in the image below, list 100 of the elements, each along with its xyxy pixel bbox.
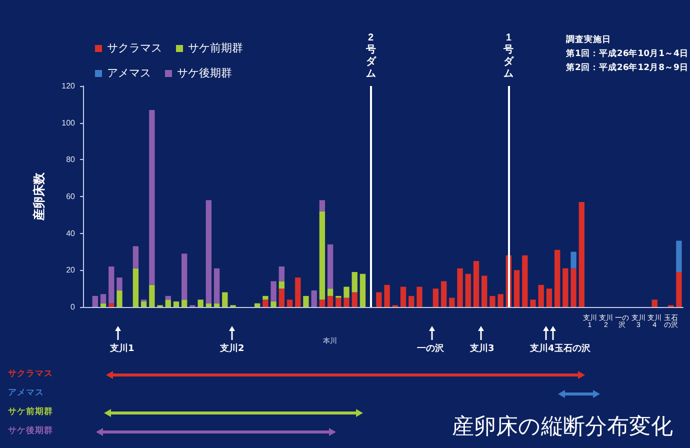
bar [514, 270, 520, 307]
bar [440, 281, 447, 307]
y-tick-label: 120 [62, 82, 76, 90]
bar [100, 303, 106, 307]
bar [182, 300, 188, 307]
bar [336, 298, 342, 307]
bar [173, 301, 180, 307]
bar [449, 298, 455, 307]
bar [652, 300, 658, 307]
bar [108, 266, 114, 304]
bar [319, 200, 326, 212]
bar [262, 296, 268, 300]
bar [530, 300, 536, 307]
text: サケ後期群 [8, 426, 53, 436]
bar [457, 268, 463, 307]
y-tick-label: 100 [62, 118, 76, 128]
y-tick-label: 80 [66, 155, 76, 164]
bar [278, 281, 284, 289]
bar [344, 286, 350, 298]
bar [165, 296, 171, 300]
bar [214, 268, 220, 304]
bar [92, 296, 98, 307]
bar [490, 296, 496, 307]
bar [198, 300, 204, 307]
bar [132, 268, 139, 307]
bar [116, 278, 122, 290]
bar [278, 266, 284, 282]
bar [327, 288, 334, 296]
bar [100, 294, 106, 304]
text: 1号ダム [502, 32, 515, 80]
bar [578, 202, 584, 307]
bar [286, 300, 293, 307]
legend-label: サケ前期群 [188, 42, 243, 54]
bar [570, 252, 576, 268]
bar [327, 296, 334, 307]
bar [270, 281, 276, 302]
bar [546, 288, 552, 307]
bar [473, 260, 480, 307]
text: 2号ダム [364, 32, 377, 80]
text: アメマス [8, 388, 44, 398]
y-tick-label: 0 [70, 302, 76, 312]
bar [278, 288, 284, 307]
bar [676, 240, 682, 272]
legend-label: アメマス [107, 68, 151, 80]
legend-label: サケ後期群 [177, 68, 232, 80]
bar [132, 246, 139, 268]
bar [140, 301, 147, 307]
bar [554, 250, 560, 307]
bar [384, 284, 390, 307]
text: 支川2 [220, 342, 244, 355]
bar [149, 110, 155, 285]
text: サケ前期群 [8, 407, 53, 417]
text: 第2回：平成26年12月8～9日 [566, 62, 688, 74]
bar [206, 200, 212, 304]
bar [149, 284, 155, 307]
legend-label: サクラマス [107, 42, 162, 54]
y-axis-title: 産卵床数 [32, 172, 46, 222]
bar [416, 286, 422, 307]
bar [498, 294, 504, 307]
bar [676, 272, 682, 307]
bar [254, 303, 260, 307]
bar [108, 303, 114, 307]
y-tick-label: 20 [66, 266, 76, 275]
bar [303, 296, 309, 307]
text: 調査実施日 [566, 34, 611, 46]
bar [376, 292, 382, 307]
bar [295, 278, 301, 307]
bar [311, 290, 317, 307]
bar [319, 300, 326, 307]
bar [562, 268, 568, 307]
bar [570, 268, 576, 307]
bar [222, 292, 228, 307]
bar [432, 288, 439, 307]
bar [360, 274, 366, 307]
bar [408, 296, 414, 307]
text: 支川1 [110, 342, 134, 355]
text: 支川3 [470, 342, 494, 355]
bar [482, 276, 488, 307]
y-tick-label: 60 [66, 192, 76, 201]
text: サクラマス [8, 369, 53, 379]
bar [270, 301, 276, 307]
bar [352, 272, 358, 292]
bar [165, 300, 171, 307]
bar [116, 290, 122, 307]
y-tick-label: 40 [66, 228, 76, 238]
text: 一の沢 [417, 342, 444, 355]
bar [465, 274, 471, 307]
bar [352, 292, 358, 307]
bar [182, 254, 188, 300]
bar [327, 244, 334, 289]
bar [262, 300, 268, 307]
bar [400, 286, 406, 307]
bar [522, 255, 528, 307]
bar [344, 298, 350, 307]
bar [538, 284, 544, 307]
text: 第1回：平成26年10月1～4日 [566, 48, 688, 60]
bar [206, 303, 212, 307]
text: 支川4玉石の沢 [530, 342, 590, 355]
text: 産卵床の縦断分布変化 [452, 414, 673, 438]
bar [214, 303, 220, 307]
